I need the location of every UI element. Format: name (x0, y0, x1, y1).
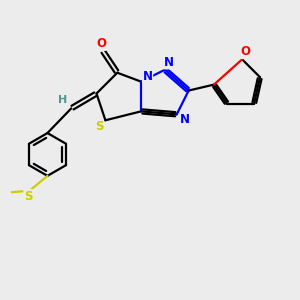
Text: N: N (142, 70, 153, 83)
Text: S: S (94, 120, 103, 133)
Text: N: N (180, 113, 190, 126)
Text: N: N (164, 56, 173, 69)
Text: O: O (241, 45, 251, 58)
Text: H: H (58, 95, 68, 105)
Text: O: O (96, 38, 106, 50)
Text: S: S (24, 190, 32, 202)
